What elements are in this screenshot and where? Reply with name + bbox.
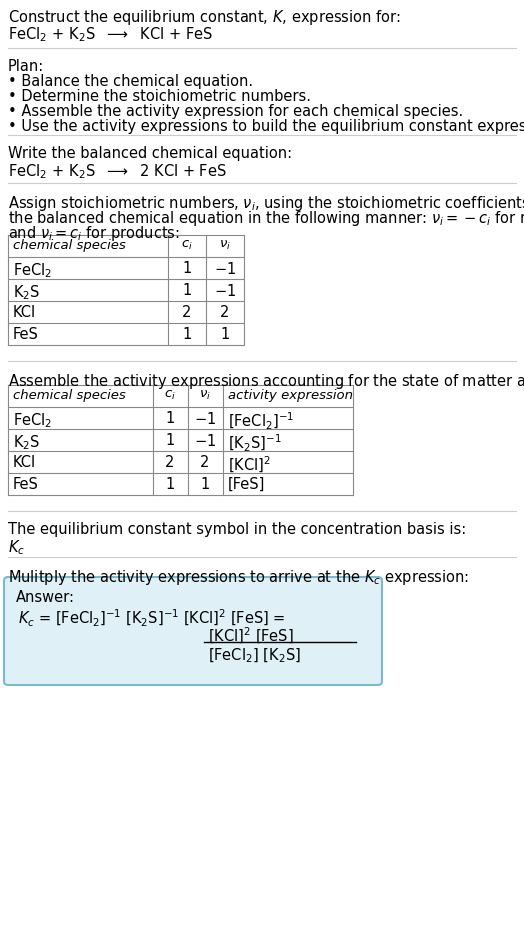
Text: KCl: KCl: [13, 305, 36, 320]
Text: 1: 1: [221, 327, 230, 342]
Text: 1: 1: [166, 477, 174, 491]
Text: $K_c$ = [FeCl$_2$]$^{-1}$ [K$_2$S]$^{-1}$ [KCl]$^2$ [FeS] =: $K_c$ = [FeCl$_2$]$^{-1}$ [K$_2$S]$^{-1}…: [18, 607, 286, 628]
Text: FeCl$_2$: FeCl$_2$: [13, 410, 52, 429]
Text: Assign stoichiometric numbers, $\nu_i$, using the stoichiometric coefficients, $: Assign stoichiometric numbers, $\nu_i$, …: [8, 194, 524, 213]
Text: 2: 2: [182, 305, 192, 320]
Text: KCl: KCl: [13, 454, 36, 469]
FancyBboxPatch shape: [4, 578, 382, 685]
Text: The equilibrium constant symbol in the concentration basis is:: The equilibrium constant symbol in the c…: [8, 522, 466, 536]
Text: activity expression: activity expression: [228, 388, 353, 402]
Text: $\nu_i$: $\nu_i$: [219, 239, 231, 252]
Text: K$_2$S: K$_2$S: [13, 432, 40, 451]
Text: 2: 2: [220, 305, 230, 320]
Text: [FeS]: [FeS]: [228, 477, 265, 491]
Text: [KCl]$^2$: [KCl]$^2$: [228, 454, 271, 475]
Text: Mulitply the activity expressions to arrive at the $K_c$ expression:: Mulitply the activity expressions to arr…: [8, 567, 469, 586]
Text: 1: 1: [200, 477, 210, 491]
Text: Answer:: Answer:: [16, 589, 75, 605]
Text: Write the balanced chemical equation:: Write the balanced chemical equation:: [8, 146, 292, 161]
Text: 1: 1: [182, 261, 192, 276]
Text: Construct the equilibrium constant, $K$, expression for:: Construct the equilibrium constant, $K$,…: [8, 8, 401, 27]
Text: FeCl$_2$ + K$_2$S  $\longrightarrow$  2 KCl + FeS: FeCl$_2$ + K$_2$S $\longrightarrow$ 2 KC…: [8, 162, 227, 181]
Text: • Balance the chemical equation.: • Balance the chemical equation.: [8, 74, 253, 89]
Text: Assemble the activity expressions accounting for the state of matter and $\nu_i$: Assemble the activity expressions accoun…: [8, 371, 524, 390]
Text: 2: 2: [200, 454, 210, 469]
Text: [FeCl$_2$] [K$_2$S]: [FeCl$_2$] [K$_2$S]: [208, 646, 301, 664]
Text: 1: 1: [182, 327, 192, 342]
Text: $-1$: $-1$: [194, 432, 216, 448]
Text: FeS: FeS: [13, 327, 39, 342]
Text: $-1$: $-1$: [214, 261, 236, 277]
Text: chemical species: chemical species: [13, 239, 126, 251]
Text: • Determine the stoichiometric numbers.: • Determine the stoichiometric numbers.: [8, 89, 311, 104]
Text: [K$_2$S]$^{-1}$: [K$_2$S]$^{-1}$: [228, 432, 281, 453]
Text: $c_i$: $c_i$: [181, 239, 193, 252]
Text: $\nu_i$: $\nu_i$: [199, 388, 211, 402]
Text: $-1$: $-1$: [194, 410, 216, 426]
Text: FeS: FeS: [13, 477, 39, 491]
Text: 2: 2: [165, 454, 174, 469]
Text: $c_i$: $c_i$: [164, 388, 176, 402]
Text: 1: 1: [166, 432, 174, 447]
Text: [FeCl$_2$]$^{-1}$: [FeCl$_2$]$^{-1}$: [228, 410, 294, 431]
Text: 1: 1: [182, 283, 192, 298]
Text: • Use the activity expressions to build the equilibrium constant expression.: • Use the activity expressions to build …: [8, 119, 524, 134]
Text: chemical species: chemical species: [13, 388, 126, 402]
Text: [KCl]$^2$ [FeS]: [KCl]$^2$ [FeS]: [208, 625, 294, 645]
Text: K$_2$S: K$_2$S: [13, 283, 40, 302]
Text: Plan:: Plan:: [8, 59, 44, 74]
Text: and $\nu_i = c_i$ for products:: and $\nu_i = c_i$ for products:: [8, 224, 180, 243]
Text: 1: 1: [166, 410, 174, 426]
Text: the balanced chemical equation in the following manner: $\nu_i = -c_i$ for react: the balanced chemical equation in the fo…: [8, 208, 524, 228]
Text: $K_c$: $K_c$: [8, 538, 25, 556]
Text: FeCl$_2$: FeCl$_2$: [13, 261, 52, 279]
Text: FeCl$_2$ + K$_2$S  $\longrightarrow$  KCl + FeS: FeCl$_2$ + K$_2$S $\longrightarrow$ KCl …: [8, 25, 213, 44]
Text: $-1$: $-1$: [214, 283, 236, 299]
Text: • Assemble the activity expression for each chemical species.: • Assemble the activity expression for e…: [8, 104, 463, 119]
